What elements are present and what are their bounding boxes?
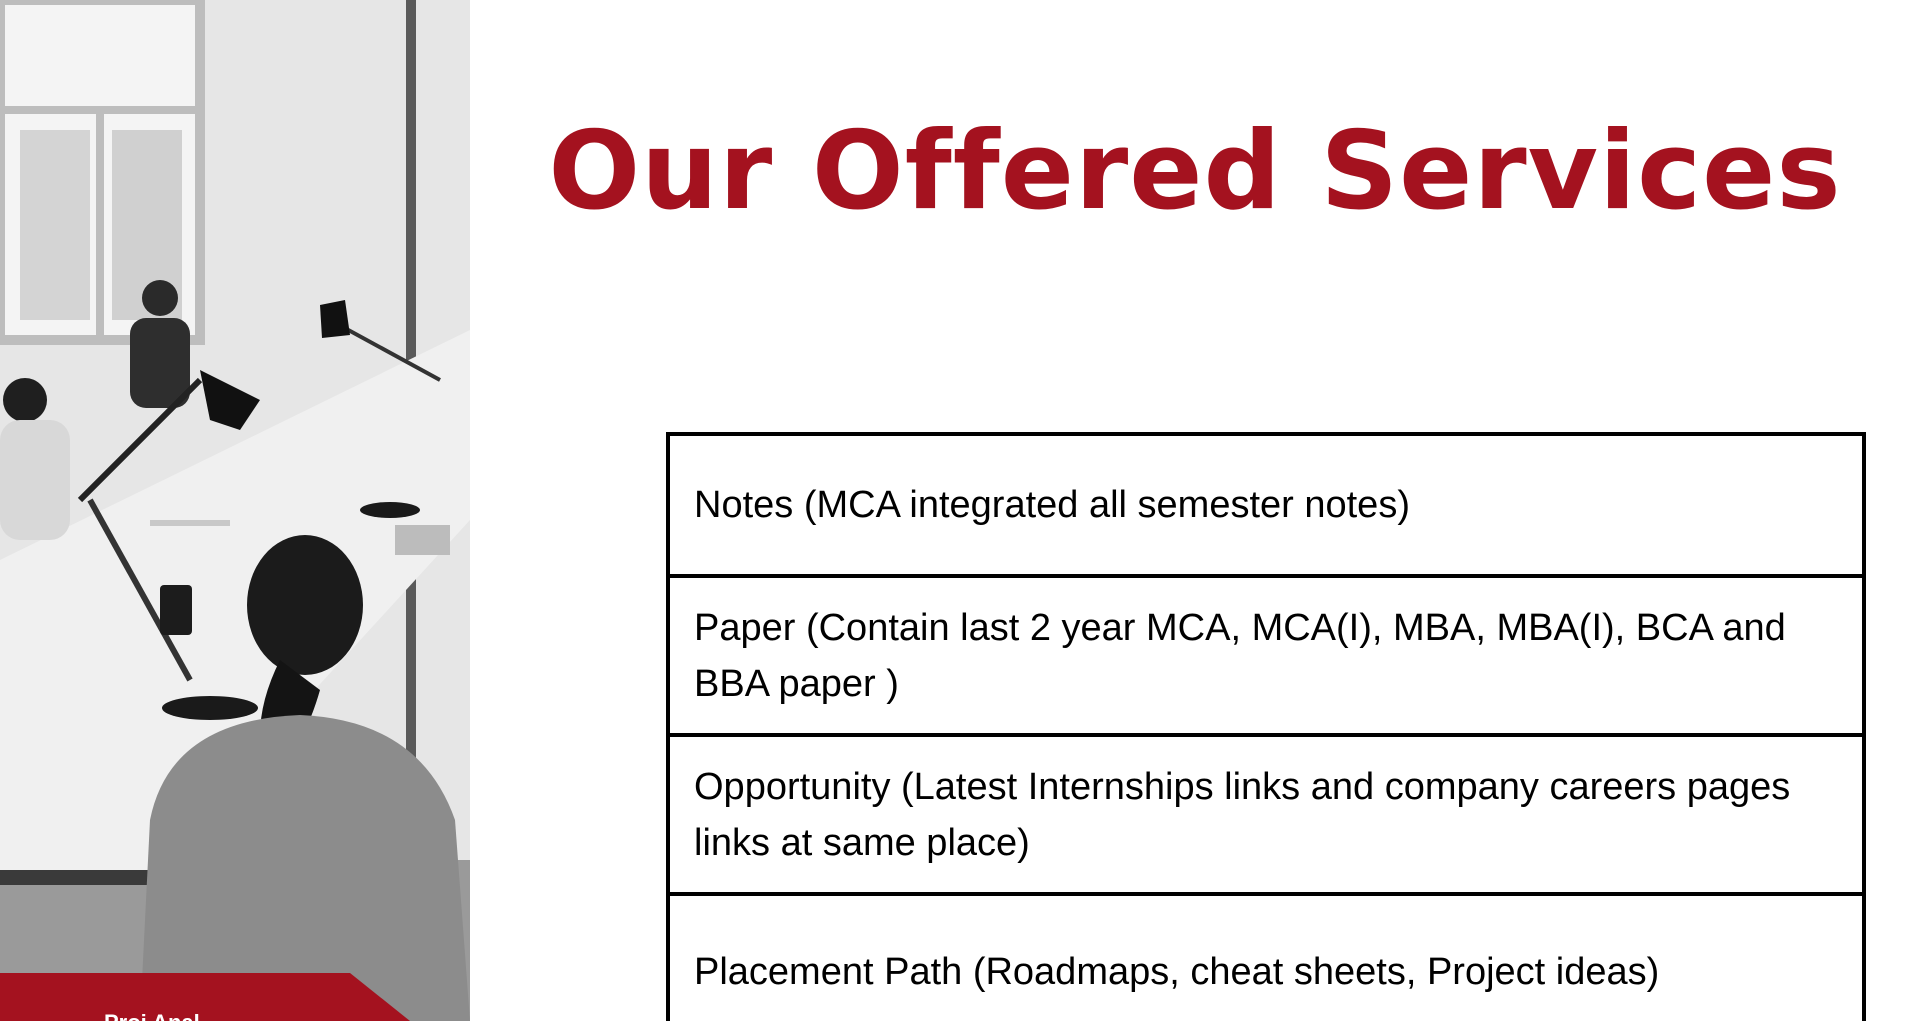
services-table: Notes (MCA integrated all semester notes… [666, 432, 1866, 1021]
office-meeting-photo: Proj Anal [0, 0, 470, 1021]
page-title: Our Offered Services [548, 109, 1842, 234]
service-row-opportunity: Opportunity (Latest Internships links an… [666, 733, 1866, 896]
photo-banner [0, 973, 410, 1021]
service-row-notes: Notes (MCA integrated all semester notes… [666, 432, 1866, 578]
service-label: Paper (Contain last 2 year MCA, MCA(I), … [694, 606, 1786, 705]
service-row-paper: Paper (Contain last 2 year MCA, MCA(I), … [666, 574, 1866, 737]
service-row-placement-path: Placement Path (Roadmaps, cheat sheets, … [666, 892, 1866, 1021]
service-label: Placement Path (Roadmaps, cheat sheets, … [694, 951, 1660, 993]
photo-banner-text: Proj Anal [104, 1010, 200, 1021]
service-label: Notes (MCA integrated all semester notes… [694, 484, 1410, 526]
service-label: Opportunity (Latest Internships links an… [694, 765, 1791, 864]
photo-illustration [0, 0, 470, 1021]
